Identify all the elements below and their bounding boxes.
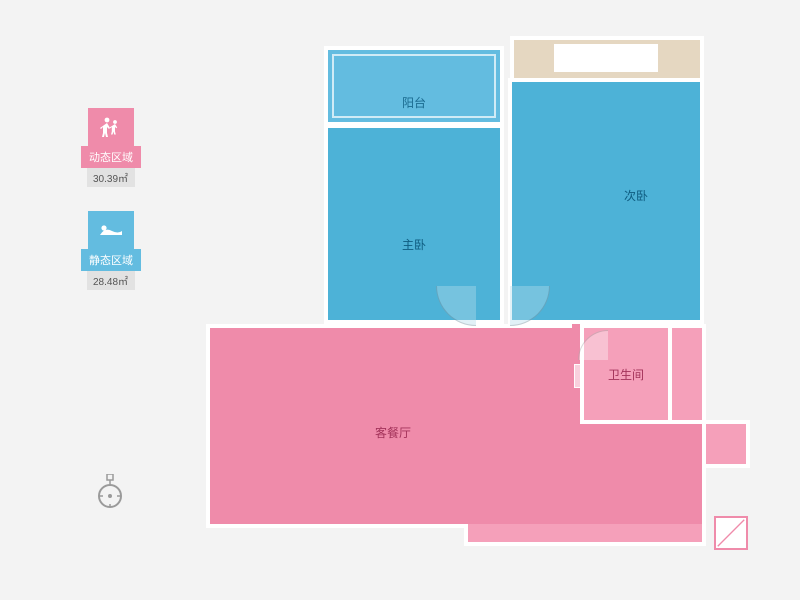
exterior-strip-bottom	[464, 524, 706, 546]
people-icon	[99, 116, 123, 138]
room-master-label: 主卧	[402, 236, 426, 253]
floorplan: 阳台 主卧 次卧 客餐厅 卫生间	[190, 30, 770, 590]
legend-dynamic-swatch	[88, 108, 134, 146]
room-second-label: 次卧	[624, 187, 648, 204]
room-living: 客餐厅	[206, 324, 576, 528]
exterior-strip-right2	[702, 420, 750, 468]
exterior-window	[554, 44, 658, 72]
compass-icon	[95, 474, 125, 510]
room-bath-label: 卫生间	[608, 366, 644, 383]
room-master: 主卧	[324, 126, 504, 324]
sleep-icon	[98, 221, 124, 239]
legend-dynamic-title: 动态区域	[81, 146, 141, 168]
legend-static: 静态区域 28.48㎡	[78, 211, 144, 290]
legend-static-value: 28.48㎡	[87, 271, 135, 290]
exterior-strip-right1	[672, 324, 706, 424]
legend-dynamic-value: 30.39㎡	[87, 168, 135, 187]
room-living-ext	[572, 424, 706, 528]
legend-static-title: 静态区域	[81, 249, 141, 271]
room-living-label: 客餐厅	[375, 424, 411, 441]
legend: 动态区域 30.39㎡ 静态区域 28.48㎡	[78, 108, 144, 314]
bath-window	[574, 364, 582, 388]
legend-dynamic: 动态区域 30.39㎡	[78, 108, 144, 187]
legend-static-swatch	[88, 211, 134, 249]
corner-accent	[714, 516, 748, 550]
balcony-rail	[332, 54, 496, 118]
